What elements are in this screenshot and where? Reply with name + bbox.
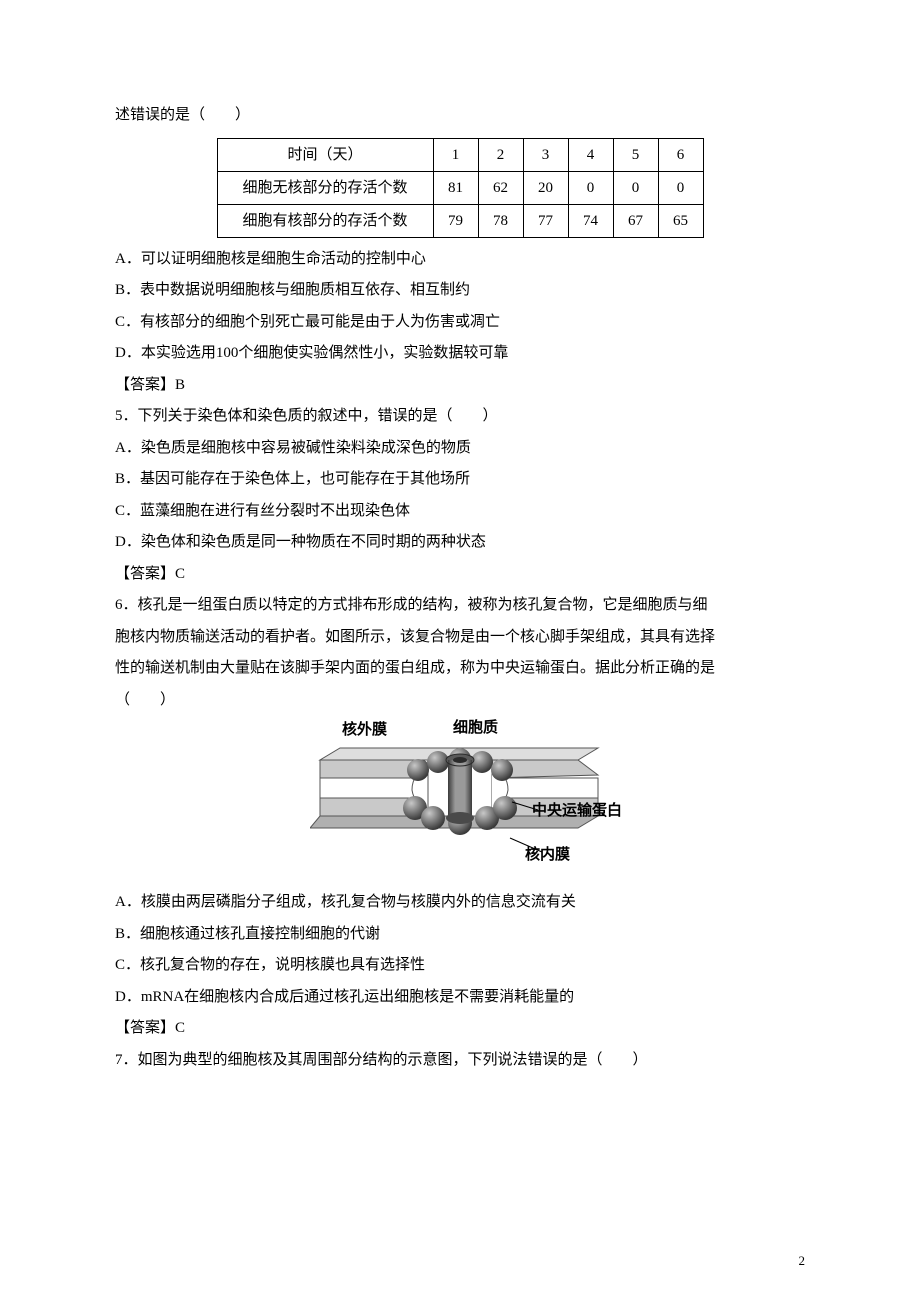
table-cell: 0 bbox=[658, 171, 703, 204]
q5-answer: 【答案】C bbox=[115, 559, 805, 591]
figure-label-inner-membrane: 核内膜 bbox=[525, 847, 570, 862]
q6-answer: 【答案】C bbox=[115, 1013, 805, 1045]
q4-option-c: C．有核部分的细胞个别死亡最可能是由于人为伤害或凋亡 bbox=[115, 307, 805, 339]
table-row: 细胞无核部分的存活个数 81 62 20 0 0 0 bbox=[217, 171, 703, 204]
q6-stem-line: （ ） bbox=[115, 685, 805, 717]
q4-option-b: B．表中数据说明细胞核与细胞质相互依存、相互制约 bbox=[115, 275, 805, 307]
data-table: 时间（天） 1 2 3 4 5 6 细胞无核部分的存活个数 81 62 20 0… bbox=[217, 138, 704, 238]
table-cell: 20 bbox=[523, 171, 568, 204]
table-cell: 78 bbox=[478, 204, 523, 237]
figure-label-cytoplasm: 细胞质 bbox=[453, 720, 498, 735]
table-header-cell: 6 bbox=[658, 138, 703, 171]
table-cell: 74 bbox=[568, 204, 613, 237]
table-cell: 77 bbox=[523, 204, 568, 237]
q6-option-a: A．核膜由两层磷脂分子组成，核孔复合物与核膜内外的信息交流有关 bbox=[115, 887, 805, 919]
table-row: 细胞有核部分的存活个数 79 78 77 74 67 65 bbox=[217, 204, 703, 237]
table-header-cell: 时间（天） bbox=[217, 138, 433, 171]
q5-option-d: D．染色体和染色质是同一种物质在不同时期的两种状态 bbox=[115, 527, 805, 559]
data-table-wrap: 时间（天） 1 2 3 4 5 6 细胞无核部分的存活个数 81 62 20 0… bbox=[115, 138, 805, 238]
table-cell: 细胞有核部分的存活个数 bbox=[217, 204, 433, 237]
page: 述错误的是（ ） 时间（天） 1 2 3 4 5 6 细胞无核部分的存活个数 8… bbox=[0, 0, 920, 1302]
table-cell: 81 bbox=[433, 171, 478, 204]
q4-answer: 【答案】B bbox=[115, 370, 805, 402]
table-cell: 65 bbox=[658, 204, 703, 237]
q4-option-d: D．本实验选用100个细胞使实验偶然性小，实验数据较可靠 bbox=[115, 338, 805, 370]
q6-stem-line: 性的输送机制由大量贴在该脚手架内面的蛋白组成，称为中央运输蛋白。据此分析正确的是 bbox=[115, 653, 805, 685]
q5-stem: 5．下列关于染色体和染色质的叙述中，错误的是（ ） bbox=[115, 401, 805, 433]
q6-stem-line: 6．核孔是一组蛋白质以特定的方式排布形成的结构，被称为核孔复合物，它是细胞质与细 bbox=[115, 590, 805, 622]
table-cell: 0 bbox=[613, 171, 658, 204]
table-header-cell: 4 bbox=[568, 138, 613, 171]
table-header-cell: 5 bbox=[613, 138, 658, 171]
q6-figure: 核外膜 细胞质 中央运输蛋白 核内膜 bbox=[310, 720, 610, 885]
table-header-cell: 2 bbox=[478, 138, 523, 171]
q5-option-c: C．蓝藻细胞在进行有丝分裂时不出现染色体 bbox=[115, 496, 805, 528]
q6-option-b: B．细胞核通过核孔直接控制细胞的代谢 bbox=[115, 919, 805, 951]
q5-option-b: B．基因可能存在于染色体上，也可能存在于其他场所 bbox=[115, 464, 805, 496]
q6-option-c: C．核孔复合物的存在，说明核膜也具有选择性 bbox=[115, 950, 805, 982]
q6-stem-line: 胞核内物质输送活动的看护者。如图所示，该复合物是由一个核心脚手架组成，其具有选择 bbox=[115, 622, 805, 654]
table-cell: 0 bbox=[568, 171, 613, 204]
q6-figure-wrap: 核外膜 细胞质 中央运输蛋白 核内膜 bbox=[115, 720, 805, 885]
table-header-cell: 3 bbox=[523, 138, 568, 171]
q6-option-d: D．mRNA在细胞核内合成后通过核孔运出细胞核是不需要消耗能量的 bbox=[115, 982, 805, 1014]
table-cell: 62 bbox=[478, 171, 523, 204]
intro-line: 述错误的是（ ） bbox=[115, 100, 805, 132]
table-cell: 细胞无核部分的存活个数 bbox=[217, 171, 433, 204]
table-cell: 67 bbox=[613, 204, 658, 237]
table-header-cell: 1 bbox=[433, 138, 478, 171]
figure-label-central-protein: 中央运输蛋白 bbox=[532, 803, 622, 818]
table-cell: 79 bbox=[433, 204, 478, 237]
figure-label-outer-membrane: 核外膜 bbox=[342, 722, 387, 737]
table-row: 时间（天） 1 2 3 4 5 6 bbox=[217, 138, 703, 171]
q4-option-a: A．可以证明细胞核是细胞生命活动的控制中心 bbox=[115, 244, 805, 276]
q7-stem: 7．如图为典型的细胞核及其周围部分结构的示意图，下列说法错误的是（ ） bbox=[115, 1045, 805, 1077]
q5-option-a: A．染色质是细胞核中容易被碱性染料染成深色的物质 bbox=[115, 433, 805, 465]
page-number: 2 bbox=[799, 1247, 806, 1274]
